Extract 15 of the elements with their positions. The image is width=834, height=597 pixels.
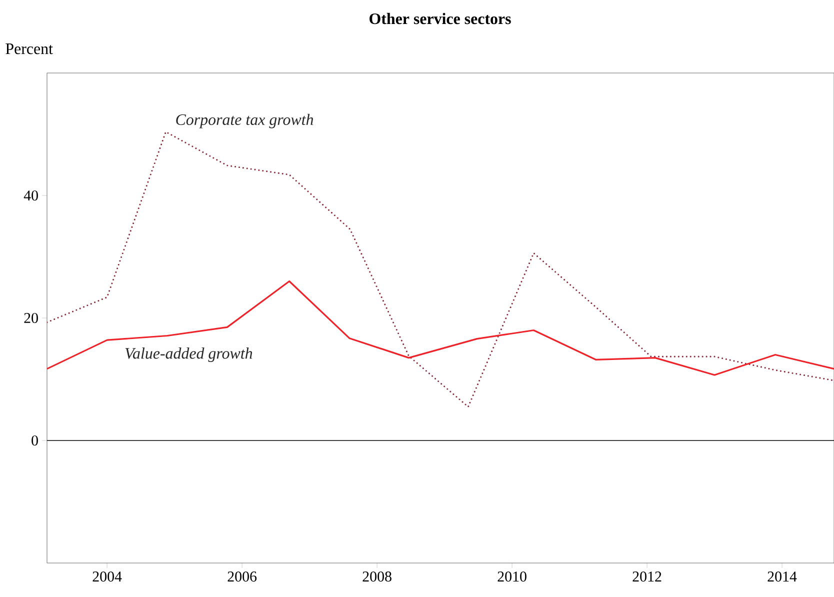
x-tick-label: 2012 (632, 572, 662, 582)
series-label: Corporate tax growth (176, 114, 314, 128)
x-tick-label: 2004 (92, 572, 122, 582)
x-tick-label: 2006 (228, 572, 257, 582)
series-label: Value-added growth (125, 348, 252, 362)
x-tick-label: 2008 (362, 572, 392, 582)
y-axis-title: Percent (6, 44, 53, 54)
x-tick-label: 2010 (498, 572, 526, 582)
line-series (47, 280, 834, 376)
chart-title: Other service sectors (370, 12, 511, 24)
x-tick-label: 2014 (768, 572, 797, 582)
y-tick-label: 40 (24, 190, 38, 201)
y-tick-label: 20 (24, 312, 38, 324)
line-series (47, 131, 834, 408)
y-tick-label: 0 (32, 435, 38, 446)
